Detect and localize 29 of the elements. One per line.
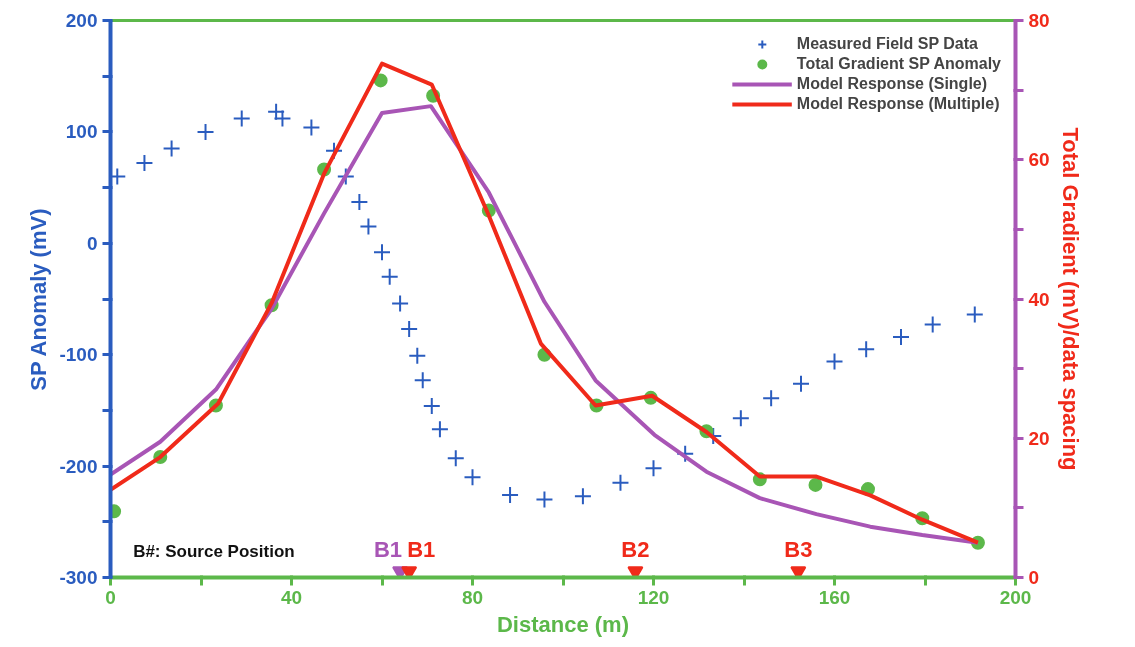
y-tick-label: -300 — [59, 567, 98, 588]
x-tick-label: 120 — [637, 586, 670, 608]
y2-tick-label: 40 — [1028, 288, 1050, 310]
x-axis-title: Distance (m) — [496, 611, 630, 637]
y2-tick-label: 60 — [1028, 149, 1050, 171]
y-tick-label: -100 — [59, 344, 98, 366]
legend-label: Model Response (Single) — [796, 74, 988, 94]
annotation: B1 — [407, 536, 436, 562]
y2-axis-title: Total Gradient (mV)/data spacing — [1057, 127, 1083, 471]
annotation: B1 — [373, 536, 403, 562]
y2-tick-label: 0 — [1028, 567, 1040, 588]
y-tick-label: 100 — [65, 121, 98, 143]
x-tick-label: 0 — [105, 586, 116, 608]
y2-tick-label: 80 — [1028, 10, 1050, 31]
y-tick-label: 200 — [65, 10, 98, 31]
y-tick-label: 0 — [86, 232, 98, 254]
x-tick-label: 80 — [461, 586, 484, 608]
legend-label: Model Response (Multiple) — [796, 94, 1000, 114]
annotation: B#: Source Position — [133, 541, 295, 561]
x-tick-label: 40 — [280, 586, 303, 608]
x-tick-label: 200 — [999, 586, 1032, 608]
y-tick-label: -200 — [59, 455, 98, 477]
x-tick-label: 160 — [818, 586, 851, 608]
y-axis-title: SP Anomaly (mV) — [26, 208, 52, 391]
annotation: B2 — [621, 536, 650, 562]
y2-tick-label: 20 — [1028, 427, 1050, 449]
legend-label: Measured Field SP Data — [796, 34, 978, 54]
legend-label: Total Gradient SP Anomaly — [796, 54, 1001, 74]
annotation: B3 — [784, 536, 813, 562]
